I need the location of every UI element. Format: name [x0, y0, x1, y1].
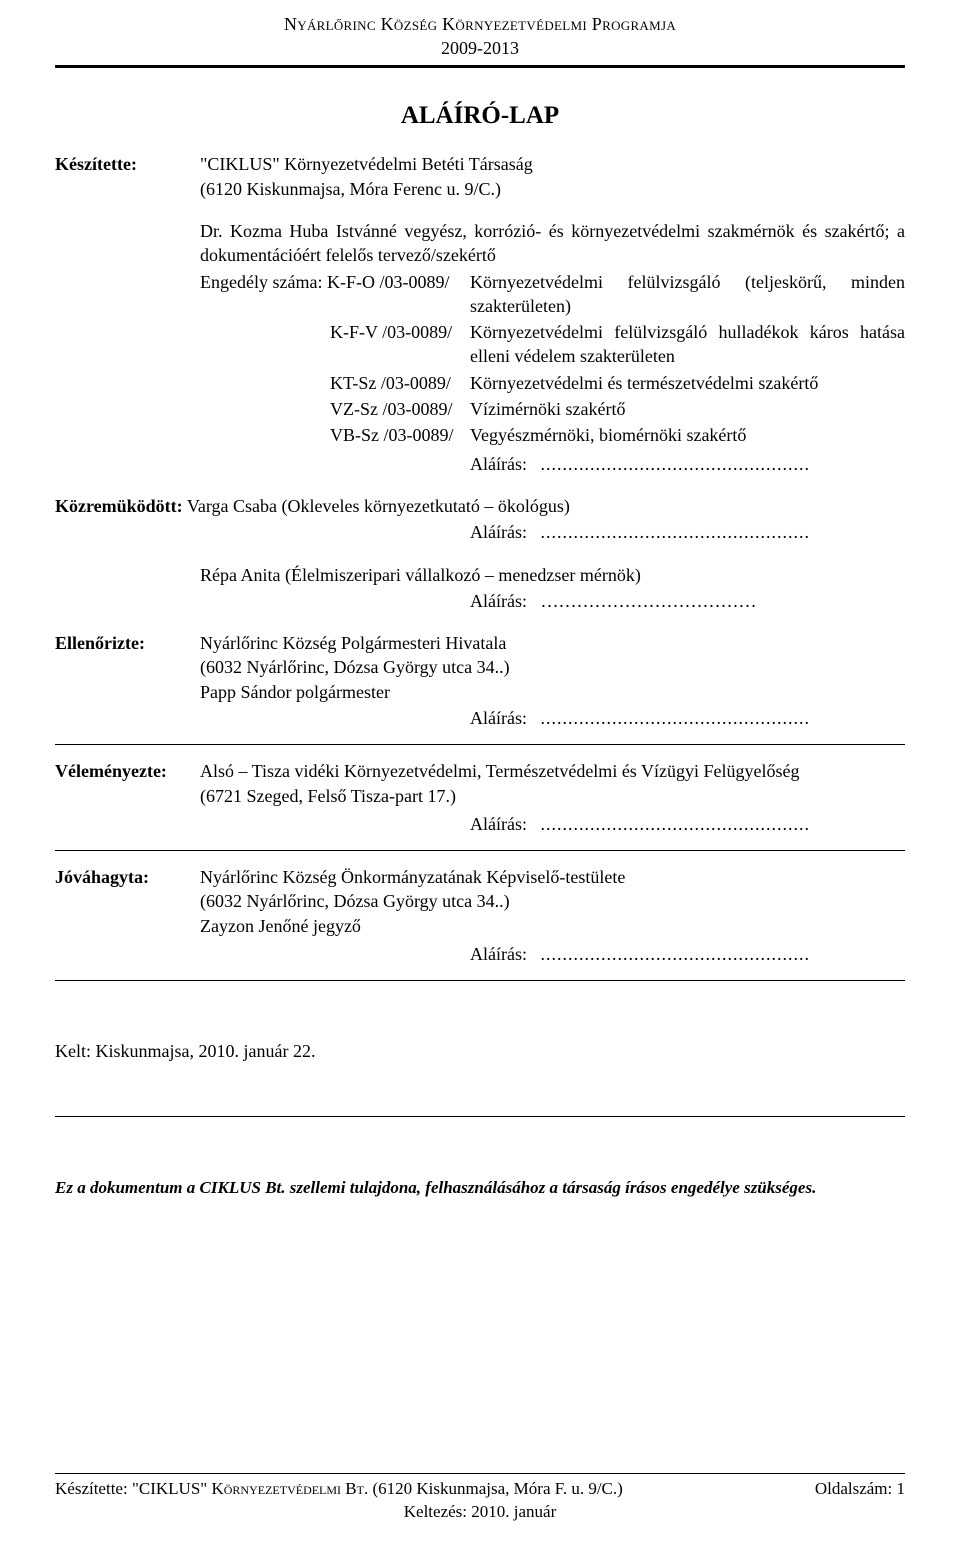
jovahagyta-org: Nyárlőrinc Község Önkormányzatának Képvi… — [200, 865, 905, 889]
sig-dots-3: ……………………………… — [540, 591, 756, 611]
sig-label-2: Aláírás: — [470, 522, 527, 542]
keszitette-org: "CIKLUS" Környezetvédelmi Betéti Társasá… — [200, 152, 905, 176]
divider-2 — [55, 850, 905, 851]
header-rule — [55, 65, 905, 71]
permit-value-3: Vízimérnöki szakértő — [470, 397, 905, 423]
permit-label-3: VZ-Sz /03-0089/ — [200, 397, 470, 423]
disclaimer: Ez a dokumentum a CIKLUS Bt. szellemi tu… — [55, 1177, 905, 1200]
ellenorizte-label: Ellenőrizte: — [55, 631, 200, 704]
kozremukodott-row: Közremüködött: Varga Csaba (Okleveles kö… — [55, 494, 905, 518]
divider-3 — [55, 980, 905, 981]
expert-intro: Dr. Kozma Huba Istvánné vegyész, korrózi… — [200, 219, 905, 268]
footer-right: Oldalszám: 1 — [815, 1478, 905, 1501]
jovahagyta-label: Jóváhagyta: — [55, 865, 200, 938]
sig-dots-5: ........................................… — [540, 814, 810, 834]
page-title: ALÁÍRÓ-LAP — [55, 99, 905, 133]
expert-block: Dr. Kozma Huba Istvánné vegyész, korrózi… — [200, 219, 905, 450]
velemenyezte-row: Véleményezte: Alsó – Tisza vidéki Környe… — [55, 759, 905, 808]
kelt-line: Kelt: Kiskunmajsa, 2010. január 22. — [55, 1039, 905, 1063]
permit-value-1: Környezetvédelmi felülvizsgáló hulladéko… — [470, 320, 905, 371]
permit-table: Engedély száma: K-F-O /03-0089/ Környeze… — [200, 270, 905, 450]
footer-left: Készítette: "CIKLUS" Környezetvédelmi Bt… — [55, 1478, 623, 1501]
kozremukodott-person2: Répa Anita (Élelmiszeripari vállalkozó –… — [200, 563, 905, 587]
permit-label-4: VB-Sz /03-0089/ — [200, 423, 470, 449]
keszitette-label: Készítette: — [55, 152, 200, 201]
page-footer: Készítette: "CIKLUS" Környezetvédelmi Bt… — [55, 1473, 905, 1524]
permit-value-2: Környezetvédelmi és természetvédelmi sza… — [470, 371, 905, 397]
sig-label-6: Aláírás: — [470, 944, 527, 964]
ellenorizte-section: Ellenőrizte: Nyárlőrinc Község Polgármes… — [55, 631, 905, 730]
sig-dots-6: ........................................… — [540, 944, 810, 964]
sig-dots-1: ........................................… — [540, 454, 810, 474]
sig-dots-4: ........................................… — [540, 708, 810, 728]
permit-value-0: Környezetvédelmi felülvizsgáló (teljeskö… — [470, 270, 905, 321]
permit-label-0: Engedély száma: K-F-O /03-0089/ — [200, 270, 470, 321]
divider-1 — [55, 744, 905, 745]
kozremukodott-person1: Varga Csaba (Okleveles környezetkutató –… — [187, 496, 570, 516]
sig-label-3: Aláírás: — [470, 591, 527, 611]
permit-label-1: K-F-V /03-0089/ — [200, 320, 470, 371]
sig-row-5: Aláírás: ...............................… — [55, 812, 905, 836]
sig-row-1: Aláírás: ...............................… — [55, 452, 905, 476]
jovahagyta-row: Jóváhagyta: Nyárlőrinc Község Önkormányz… — [55, 865, 905, 938]
sig-row-3: Aláírás: ……………………………… — [55, 589, 905, 613]
ellenorizte-org: Nyárlőrinc Község Polgármesteri Hivatala — [200, 631, 905, 655]
keszitette-content: "CIKLUS" Környezetvédelmi Betéti Társasá… — [200, 152, 905, 201]
sig-label-1: Aláírás: — [470, 454, 527, 474]
sig-row-6: Aláírás: ...............................… — [55, 942, 905, 966]
velemenyezte-org: Alsó – Tisza vidéki Környezetvédelmi, Te… — [200, 759, 905, 783]
header-years: 2009-2013 — [55, 36, 905, 60]
keszitette-row: Készítette: "CIKLUS" Környezetvédelmi Be… — [55, 152, 905, 201]
sig-row-4: Aláírás: ...............................… — [55, 706, 905, 730]
velemenyezte-label: Véleményezte: — [55, 759, 200, 808]
permit-label-2: KT-Sz /03-0089/ — [200, 371, 470, 397]
sig-dots-2: ........................................… — [540, 522, 810, 542]
sig-row-2: Aláírás: ...............................… — [55, 520, 905, 544]
keszitette-addr: (6120 Kiskunmajsa, Móra Ferenc u. 9/C.) — [200, 177, 905, 201]
ellenorizte-person: Papp Sándor polgármester — [200, 680, 905, 704]
sig-label-4: Aláírás: — [470, 708, 527, 728]
ellenorizte-addr: (6032 Nyárlőrinc, Dózsa György utca 34..… — [200, 655, 905, 679]
sig-label-5: Aláírás: — [470, 814, 527, 834]
permit-value-4: Vegyészmérnöki, biomérnöki szakértő — [470, 423, 905, 449]
footer-date: Keltezés: 2010. január — [55, 1501, 905, 1524]
divider-4 — [55, 1116, 905, 1117]
jovahagyta-person: Zayzon Jenőné jegyző — [200, 914, 905, 938]
kozremukodott-label: Közremüködött: — [55, 496, 183, 516]
jovahagyta-addr: (6032 Nyárlőrinc, Dózsa György utca 34..… — [200, 889, 905, 913]
velemenyezte-addr: (6721 Szeged, Felső Tisza-part 17.) — [200, 784, 905, 808]
header-title: Nyárlőrinc Község Környezetvédelmi Progr… — [55, 12, 905, 36]
